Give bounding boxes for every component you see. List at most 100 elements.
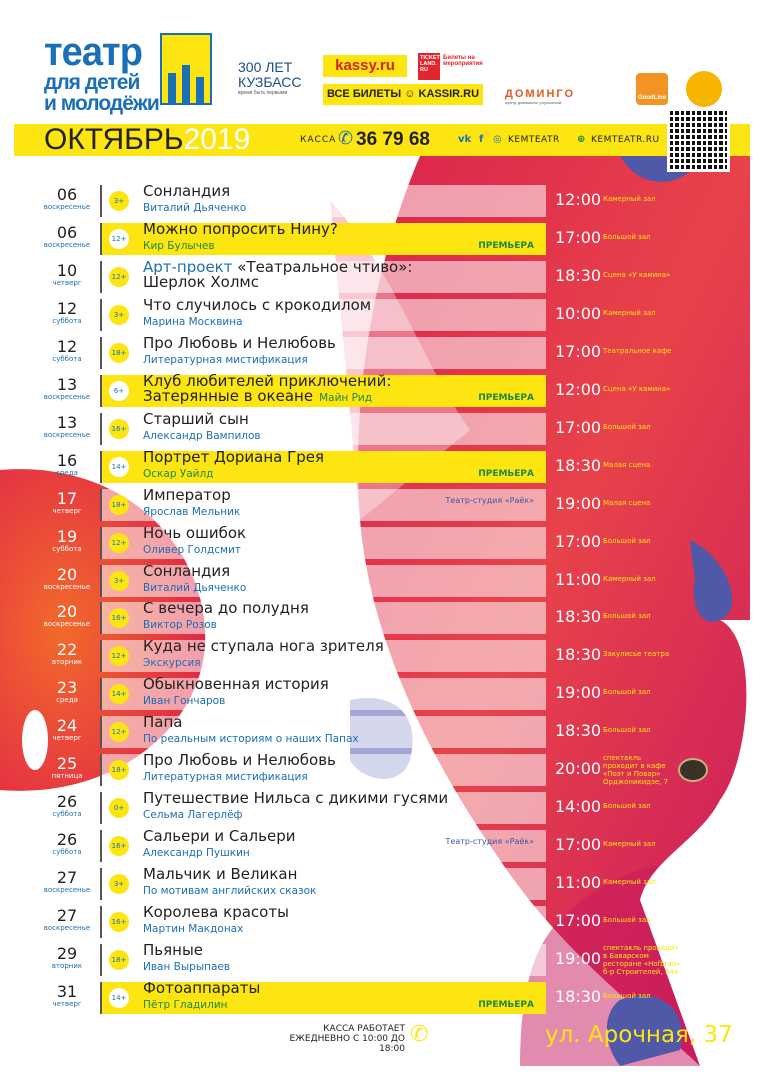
event-date: 27 воскресенье <box>43 868 91 895</box>
event-subtitle: Экскурсия <box>143 657 201 670</box>
event-bar <box>100 374 546 407</box>
event-row[interactable]: 25 пятница 18+ Про Любовь и Нелюбовь Литера… <box>0 751 764 787</box>
age-rating-badge: 12+ <box>109 266 129 287</box>
age-rating-badge: 6+ <box>109 380 129 401</box>
event-time: 17:00 <box>555 911 602 931</box>
event-row[interactable]: 20 воскресенье 16+ С вечера до полудня Викт… <box>0 599 764 635</box>
event-row[interactable]: 27 воскресенье 16+ Королева красоты Мартин … <box>0 903 764 939</box>
event-date: 16 среда <box>56 450 78 477</box>
event-subtitle: Александр Пушкин <box>143 847 250 860</box>
event-venue: Театральное кафе <box>603 346 672 355</box>
instagram-icon[interactable]: ◎ <box>493 134 502 145</box>
event-subtitle: По мотивам английских сказок <box>143 885 317 898</box>
kassy-logo[interactable]: kassy.ru <box>323 55 407 77</box>
event-date: 31 четверг <box>52 981 82 1008</box>
event-row[interactable]: 20 воскресенье 3+ Сонландия Виталий Дьяченк… <box>0 561 764 597</box>
event-row[interactable]: 24 четверг 12+ Папа По реальным историям о … <box>0 713 764 749</box>
event-subtitle: Иван Вырыпаев <box>143 961 231 973</box>
event-row[interactable]: 29 вторник 18+ Пьяные Иван Вырыпаев 19:00 сп… <box>0 941 764 976</box>
facebook-icon[interactable]: f <box>479 134 484 145</box>
event-time: 17:00 <box>555 835 602 855</box>
event-time: 20:00 <box>555 759 602 779</box>
age-rating-badge: 0+ <box>109 798 129 819</box>
age-rating-badge: 12+ <box>109 646 129 667</box>
event-title[interactable]: Папа <box>143 713 183 732</box>
age-rating-badge: 3+ <box>109 191 129 211</box>
event-date: 13 воскресенье <box>43 412 91 439</box>
event-row[interactable]: 31 четверг 14+ Фотоаппараты Пётр Гладилин ПР… <box>0 978 764 1014</box>
event-bar <box>100 260 546 293</box>
event-title[interactable]: Пьяные <box>143 941 204 959</box>
event-bar <box>100 830 546 863</box>
event-row[interactable]: 13 воскресенье 16+ Старший сын Александр Ва… <box>0 409 764 445</box>
event-time: 19:00 <box>555 949 602 968</box>
kassir-logo[interactable]: ВСЕ БИЛЕТЫ ☺ KASSIR.RU <box>323 84 483 105</box>
event-bar <box>100 602 546 635</box>
event-title-line2: Затерянные в океане Майн Рид <box>143 386 373 405</box>
event-title[interactable]: Сонландия <box>143 561 231 580</box>
event-title[interactable]: Ночь ошибок <box>143 523 247 542</box>
kassa-label: КАССА <box>300 135 337 145</box>
event-row[interactable]: 19 суббота 12+ Ночь ошибок Оливер Голдсмит 1… <box>0 523 764 559</box>
website-link[interactable]: KEMTEATR.RU <box>591 135 660 145</box>
event-time: 11:00 <box>555 873 602 893</box>
event-title[interactable]: Королева красоты <box>143 903 289 922</box>
event-date: 20 воскресенье <box>43 602 91 629</box>
age-rating-badge: 12+ <box>109 532 129 553</box>
event-venue: Большой зал <box>603 916 651 925</box>
event-title[interactable]: Про Любовь и Нелюбовь <box>143 333 336 352</box>
event-title[interactable]: Мальчик и Великан <box>143 865 298 884</box>
event-row[interactable]: 26 суббота 0+ Путешествие Нильса с дикими … <box>0 789 764 825</box>
event-row[interactable]: 27 воскресенье 3+ Мальчик и Великан По моти… <box>0 865 764 901</box>
event-row[interactable]: 23 среда 14+ Обыкновенная история Иван Гонч… <box>0 675 764 711</box>
footer-phone[interactable]: 36 79 68 <box>433 1024 515 1047</box>
age-rating-badge: 16+ <box>109 608 129 629</box>
event-subtitle: Оскар Уайлд <box>143 467 214 480</box>
event-venue: Большой зал <box>603 232 651 241</box>
globe-icon: ⊕ <box>577 134 586 145</box>
vk-icon[interactable]: vk <box>458 134 472 145</box>
event-title[interactable]: Что случилось с крокодилом <box>143 295 372 314</box>
event-date: 17 четверг <box>52 488 82 515</box>
event-date: 12 суббота <box>52 336 82 363</box>
event-row[interactable]: 12 суббота 3+ Что случилось с крокодилом Ма… <box>0 295 764 331</box>
event-time: 18:30 <box>555 721 602 741</box>
event-row[interactable]: 13 воскресенье 6+ Клуб любителей приключен… <box>0 371 764 407</box>
event-title[interactable]: Портрет Дориана Грея <box>143 447 325 466</box>
event-title[interactable]: Можно попросить Нину? <box>143 219 338 238</box>
event-title[interactable]: Сонландия <box>143 182 231 200</box>
event-row[interactable]: 16 среда 14+ Портрет Дориана Грея Оскар Уай… <box>0 447 764 483</box>
event-title[interactable]: Император <box>143 485 231 504</box>
event-title[interactable]: Арт-проект «Театральное чтиво»: <box>143 257 413 276</box>
qr-code[interactable] <box>667 107 730 172</box>
event-title[interactable]: Сальери и Сальери <box>143 827 296 846</box>
event-title[interactable]: Куда не ступала нога зрителя <box>143 637 384 656</box>
event-row[interactable]: 22 вторник 12+ Куда не ступала нога зрител… <box>0 637 764 673</box>
event-title[interactable]: Путешествие Нильса с дикими гусями <box>143 789 449 808</box>
event-row[interactable]: 06 воскресенье 12+ Можно попросить Нину? Ки… <box>0 219 764 255</box>
event-row[interactable]: 06 воскресенье 3+ Сонландия Виталий Дьяченк… <box>0 182 764 217</box>
event-row[interactable]: 17 четверг 18+ Император Ярослав Мельник Теа… <box>0 485 764 521</box>
age-rating-badge: 3+ <box>109 874 129 895</box>
event-row[interactable]: 10 четверг 12+ Арт-проект «Театральное чти… <box>0 257 764 293</box>
age-rating-badge: 14+ <box>109 987 129 1008</box>
event-time: 19:00 <box>555 493 602 513</box>
event-title[interactable]: Про Любовь и Нелюбовь <box>143 751 336 770</box>
event-venue: спектакль проходит в Баварском ресторане… <box>603 944 681 976</box>
event-subtitle: Сельма Лагерлёф <box>143 809 243 822</box>
social-handle[interactable]: KEMTEATR <box>508 135 560 145</box>
event-bar <box>100 678 546 711</box>
event-title[interactable]: Старший сын <box>143 409 249 428</box>
event-title[interactable]: Клуб любителей приключений: <box>143 371 392 390</box>
theatre-logo: театр для детей и молодёжи <box>44 30 160 115</box>
event-row[interactable]: 12 суббота 18+ Про Любовь и Нелюбовь Литера… <box>0 333 764 369</box>
event-title[interactable]: Обыкновенная история <box>143 675 329 694</box>
event-bar <box>100 981 546 1014</box>
age-rating-badge: 14+ <box>109 456 129 477</box>
event-time: 19:00 <box>555 683 602 703</box>
event-title[interactable]: Фотоаппараты <box>143 978 261 997</box>
header-phone[interactable]: 36 79 68 <box>356 129 430 150</box>
event-row[interactable]: 26 суббота 16+ Сальери и Сальери Александр … <box>0 827 764 863</box>
event-title[interactable]: С вечера до полудня <box>143 599 309 618</box>
ticketland-logo[interactable]: TICKET LAND. RU <box>418 53 440 80</box>
